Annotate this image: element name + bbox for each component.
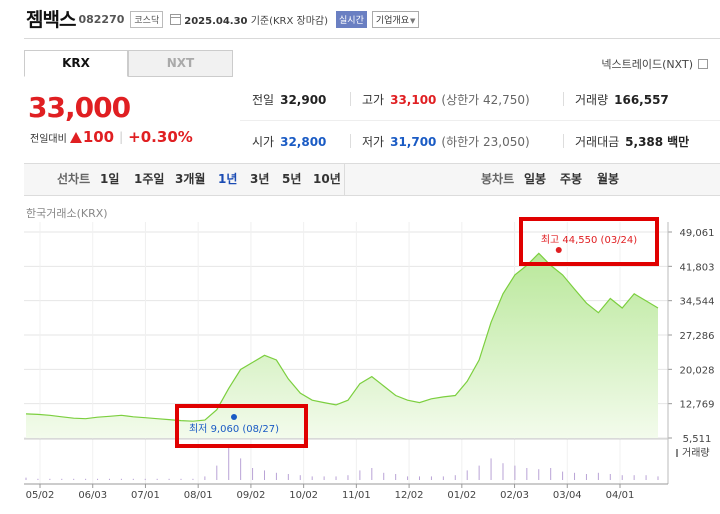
x-tick-label: 05/02 bbox=[26, 490, 55, 501]
stock-name: 젬백스 bbox=[26, 8, 76, 31]
separator: | bbox=[119, 130, 124, 144]
x-tick-label: 04/01 bbox=[606, 490, 635, 501]
low-highlight-box bbox=[175, 404, 308, 448]
period-1w[interactable]: 1주일 bbox=[134, 172, 165, 186]
y-tick-label: 49,061 bbox=[680, 228, 715, 239]
calendar-icon bbox=[170, 13, 182, 25]
current-price: 33,000 bbox=[28, 91, 131, 124]
divider bbox=[240, 120, 720, 121]
y-tick-label: 5,511 bbox=[683, 434, 712, 445]
as-of-suffix: 기준(KRX 장마감) bbox=[250, 15, 329, 27]
high-highlight-box bbox=[519, 217, 659, 266]
high-annotation: 최고 44,550 (03/24) bbox=[541, 234, 637, 246]
period-5y[interactable]: 5년 bbox=[282, 172, 302, 186]
period-3m[interactable]: 3개월 bbox=[175, 172, 206, 186]
company-overview-label: 기업개요 bbox=[375, 15, 409, 26]
stat-label: 저가 bbox=[362, 135, 385, 149]
stock-header: 젬백스 082270 코스닥 2025.04.30 기준(KRX 장마감) 실시… bbox=[26, 4, 420, 32]
stat-volume: 거래량 166,557 bbox=[575, 91, 669, 108]
divider bbox=[24, 38, 720, 39]
volume-legend-icon bbox=[676, 449, 678, 457]
price-change: 전일대비 100 | +0.30% bbox=[30, 128, 193, 146]
x-tick-label: 09/02 bbox=[236, 490, 265, 501]
price-area bbox=[26, 253, 658, 438]
market-badge: 코스닥 bbox=[130, 10, 164, 28]
y-tick-label: 12,769 bbox=[680, 400, 715, 411]
high-marker bbox=[555, 247, 562, 253]
x-tick-label: 07/01 bbox=[131, 490, 160, 501]
stat-value: 31,700 bbox=[390, 135, 437, 149]
x-tick-label: 01/02 bbox=[447, 490, 476, 501]
stat-label: 고가 bbox=[362, 93, 385, 107]
change-label: 전일대비 bbox=[30, 133, 67, 145]
stat-value: 32,800 bbox=[280, 135, 327, 149]
stat-label: 전일 bbox=[252, 93, 275, 107]
stat-value: 166,557 bbox=[614, 93, 669, 107]
stat-trade-value: 거래대금 5,388 백만 bbox=[575, 133, 689, 150]
realtime-button[interactable]: 실시간 bbox=[336, 10, 367, 28]
stat-high: 고가 33,100 (상한가 42,750) bbox=[362, 91, 530, 108]
x-tick-label: 12/02 bbox=[395, 490, 424, 501]
y-tick-label: 20,028 bbox=[680, 365, 715, 376]
low-annotation: 최저 9,060 (08/27) bbox=[189, 423, 279, 435]
period-3y[interactable]: 3년 bbox=[250, 172, 270, 186]
stat-prev-close: 전일 32,900 bbox=[252, 91, 326, 108]
stat-unit: 백만 bbox=[667, 135, 690, 149]
nextrade-label: 넥스트레이드(NXT) bbox=[601, 58, 693, 71]
y-tick-label: 34,544 bbox=[680, 297, 715, 308]
stock-code: 082270 bbox=[78, 13, 125, 26]
stat-open: 시가 32,800 bbox=[252, 133, 326, 150]
y-tick-label: 27,286 bbox=[680, 331, 715, 342]
change-value: 100 bbox=[82, 128, 115, 146]
period-10y[interactable]: 10년 bbox=[313, 172, 341, 186]
stat-label: 거래량 bbox=[575, 93, 609, 107]
x-tick-label: 06/03 bbox=[78, 490, 107, 501]
chevron-down-icon: ▼ bbox=[410, 16, 416, 25]
up-arrow-icon bbox=[69, 131, 82, 143]
stat-low: 저가 31,700 (하한가 23,050) bbox=[362, 133, 530, 150]
stat-value: 32,900 bbox=[280, 93, 327, 107]
x-tick-label: 02/03 bbox=[500, 490, 529, 501]
divider bbox=[344, 164, 345, 195]
divider bbox=[563, 134, 564, 148]
tab-krx[interactable]: KRX bbox=[24, 50, 128, 77]
line-chart-label: 선차트 bbox=[57, 172, 91, 186]
company-overview-button[interactable]: 기업개요▼ bbox=[371, 10, 420, 28]
lower-limit: (하한가 23,050) bbox=[441, 135, 530, 149]
stat-value: 33,100 bbox=[390, 93, 437, 107]
y-tick-label: 41,803 bbox=[680, 262, 715, 273]
candle-daily[interactable]: 일봉 bbox=[524, 172, 547, 186]
stat-label: 시가 bbox=[252, 135, 275, 149]
as-of-info: 2025.04.30 기준(KRX 장마감) bbox=[184, 12, 328, 27]
x-tick-label: 08/01 bbox=[184, 490, 213, 501]
candle-chart-label: 봉차트 bbox=[481, 172, 515, 186]
x-tick-label: 11/01 bbox=[342, 490, 371, 501]
change-percent: +0.30% bbox=[128, 128, 193, 146]
divider bbox=[350, 134, 351, 148]
low-marker bbox=[231, 414, 237, 420]
candle-weekly[interactable]: 주봉 bbox=[560, 172, 583, 186]
divider bbox=[350, 92, 351, 106]
nextrade-checkbox[interactable] bbox=[698, 59, 708, 69]
stat-value: 5,388 bbox=[625, 135, 664, 149]
stat-label: 거래대금 bbox=[575, 135, 620, 149]
tab-nxt[interactable]: NXT bbox=[128, 50, 233, 77]
period-1y[interactable]: 1년 bbox=[218, 172, 238, 186]
as-of-date: 2025.04.30 bbox=[184, 15, 248, 27]
period-bar: 선차트 1일 1주일 3개월 1년 3년 5년 10년 봉차트 일봉 주봉 월봉 bbox=[24, 163, 720, 196]
chart-source: 한국거래소(KRX) bbox=[26, 207, 108, 220]
divider bbox=[563, 92, 564, 106]
x-tick-label: 03/04 bbox=[553, 490, 582, 501]
x-tick-label: 10/02 bbox=[289, 490, 318, 501]
upper-limit: (상한가 42,750) bbox=[441, 93, 530, 107]
volume-label: 거래량 bbox=[682, 447, 710, 459]
nextrade-toggle[interactable]: 넥스트레이드(NXT) bbox=[601, 56, 708, 72]
period-1d[interactable]: 1일 bbox=[100, 172, 120, 186]
price-line bbox=[25, 252, 659, 422]
candle-monthly[interactable]: 월봉 bbox=[597, 172, 620, 186]
